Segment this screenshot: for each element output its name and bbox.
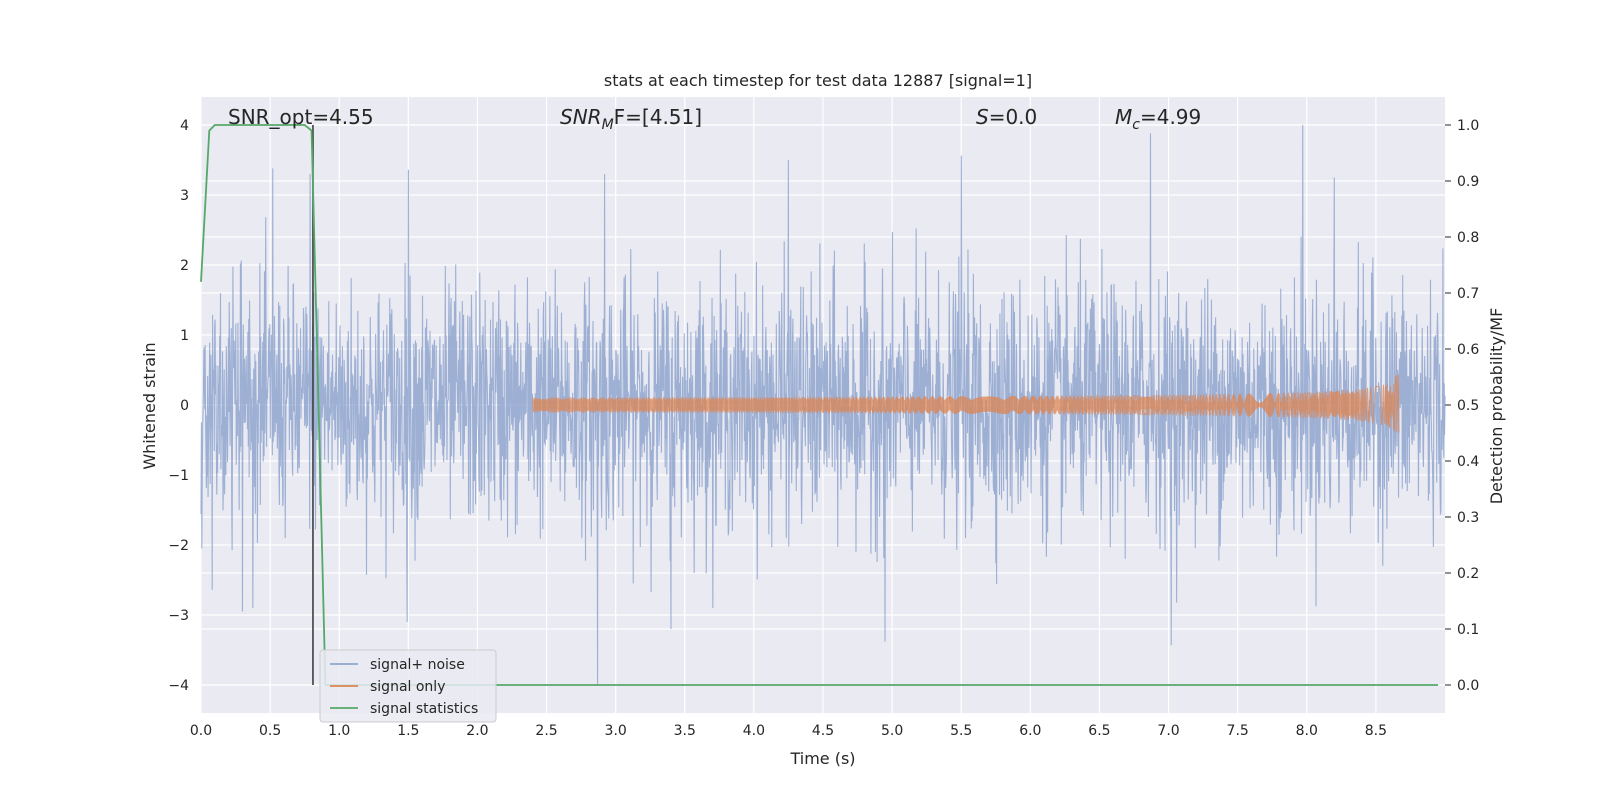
y2-axis-ticks: 0.0 0.1 0.2 0.3 0.4 0.5 0.6 0.7 0.8 0.9 1.0: [1445, 118, 1479, 694]
y-tick-label-5: 1: [180, 328, 189, 344]
y-tick-label-1: −3: [168, 608, 189, 624]
x-tick-label-4: 2.0: [466, 723, 488, 739]
x-tick-label-8: 4.0: [743, 723, 765, 739]
x-tick-label-11: 5.5: [950, 723, 972, 739]
x-tick-label-13: 6.5: [1088, 723, 1110, 739]
y-tick-label-6: 2: [180, 258, 189, 274]
x-tick-label-17: 8.5: [1365, 723, 1387, 739]
x-tick-label-16: 8.0: [1296, 723, 1318, 739]
x-tick-label-10: 5.0: [881, 723, 903, 739]
x-tick-label-0: 0.0: [190, 723, 212, 739]
x-tick-label-15: 7.5: [1227, 723, 1249, 739]
y2-tick-label-5: 0.5: [1457, 398, 1479, 414]
legend-label-signal-noise: signal+ noise: [370, 657, 465, 673]
y2-tick-label-7: 0.7: [1457, 286, 1479, 302]
legend: signal+ noise signal only signal statist…: [319, 649, 497, 723]
legend-label-signal-only: signal only: [370, 679, 445, 695]
annotation-s: S=0.0: [976, 105, 1037, 129]
y2-tick-label-3: 0.3: [1457, 510, 1479, 526]
x-tick-label-12: 6.0: [1019, 723, 1041, 739]
legend-box: [319, 649, 497, 723]
x-tick-label-2: 1.0: [328, 723, 350, 739]
x-tick-label-14: 7.0: [1157, 723, 1179, 739]
legend-label-signal-statistics: signal statistics: [370, 701, 478, 717]
x-tick-label-7: 3.5: [674, 723, 696, 739]
x-tick-label-3: 1.5: [397, 723, 419, 739]
signal-noise-series: [200, 124, 1446, 686]
signal-statistics-line: [200, 124, 1439, 686]
y-tick-label-4: 0: [180, 398, 189, 414]
y2-tick-label-8: 0.8: [1457, 230, 1479, 246]
y2-tick-label-10: 1.0: [1457, 118, 1479, 134]
signal-only-line: [532, 374, 1400, 433]
annotation-mc: Mc=4.99: [1115, 105, 1201, 133]
y-tick-label-3: −1: [168, 468, 189, 484]
y-tick-label-8: 4: [180, 118, 189, 134]
x-tick-label-1: 0.5: [259, 723, 281, 739]
chart-title: stats at each timestep for test data 128…: [604, 71, 1032, 90]
y-axis-ticks: −4 −3 −2 −1 0 1 2 3 4: [168, 118, 189, 694]
annotation-snr-opt: SNR_opt=4.55: [228, 105, 374, 129]
y2-tick-label-6: 0.6: [1457, 342, 1479, 358]
y-tick-label-2: −2: [168, 538, 189, 554]
y2-tick-label-4: 0.4: [1457, 454, 1479, 470]
y2-tick-label-0: 0.0: [1457, 678, 1479, 694]
x-tick-label-9: 4.5: [812, 723, 834, 739]
y-tick-label-0: −4: [168, 678, 189, 694]
y2-tick-label-9: 0.9: [1457, 174, 1479, 190]
x-tick-label-5: 2.5: [535, 723, 557, 739]
y2-tick-label-2: 0.2: [1457, 566, 1479, 582]
y2-axis-label: Detection probability/MF: [1487, 308, 1506, 505]
x-tick-label-6: 3.0: [605, 723, 627, 739]
y2-tick-label-1: 0.1: [1457, 622, 1479, 638]
x-axis-label: Time (s): [789, 749, 855, 768]
y-axis-label: Whitened strain: [140, 342, 159, 469]
signal-statistics-series: [200, 124, 1439, 686]
x-axis-ticks: 0.0 0.5 1.0 1.5 2.0 2.5 3.0 3.5 4.0 4.5 5.0 5.5 6.0 6…: [190, 723, 1387, 739]
annotation-snr-mf: SNRMF=[4.51]: [560, 105, 702, 133]
y-tick-label-7: 3: [180, 188, 189, 204]
signal-noise-line: [200, 124, 1446, 686]
signal-only-series: [532, 374, 1400, 433]
